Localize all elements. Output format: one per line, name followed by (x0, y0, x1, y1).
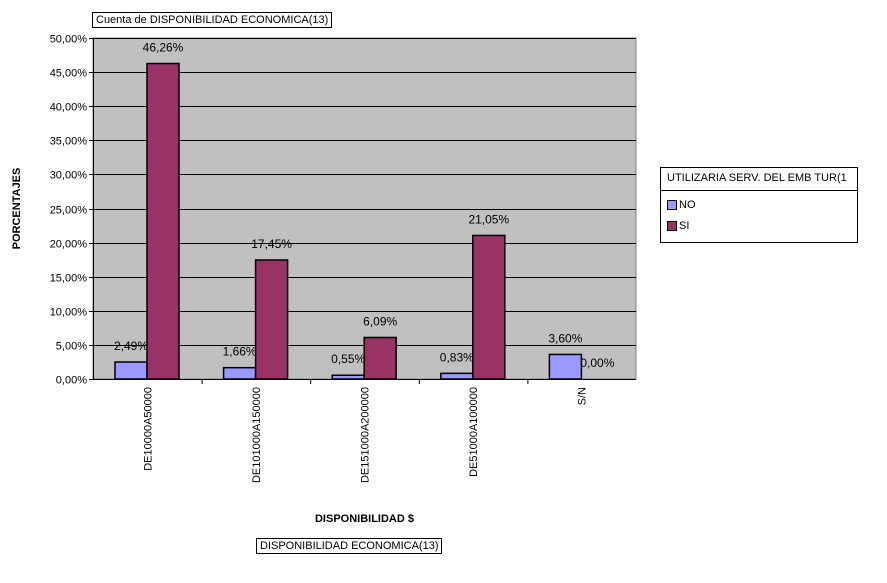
y-tick-label: 5,00% (56, 341, 87, 353)
bar-si (254, 259, 289, 380)
bar-si (363, 336, 397, 380)
x-category-label: S/N (577, 387, 589, 405)
data-label: 0,00% (580, 356, 614, 370)
y-axis-title: PORCENTAJES (11, 168, 23, 250)
legend-title: UTILIZARIA SERV. DEL EMB TUR(1 (667, 172, 847, 184)
data-label: 0,55% (331, 352, 365, 366)
x-category-label: DE101000A150000 (251, 387, 263, 483)
legend-swatch-si (667, 221, 677, 231)
data-label: 46,26% (143, 41, 184, 55)
data-label: 6,09% (363, 314, 397, 328)
chart-field-button[interactable]: Cuenta de DISPONIBILIDAD ECONOMICA(13) (92, 12, 333, 28)
y-tick-label: 15,00% (50, 273, 88, 285)
y-tick-label: 30,00% (50, 170, 88, 182)
chart-legend: UTILIZARIA SERV. DEL EMB TUR(1 NO SI (660, 167, 858, 243)
y-tick-label: 45,00% (50, 68, 88, 80)
y-tick-label: 40,00% (50, 102, 88, 114)
x-axis-title: DISPONIBILIDAD $ (315, 513, 414, 525)
data-label: 17,45% (251, 237, 292, 251)
bar-no (331, 374, 365, 380)
bar-no (548, 353, 583, 380)
y-tick-label: 0,00% (56, 375, 87, 387)
y-tick-label: 50,00% (50, 34, 88, 46)
data-label: 0,83% (440, 350, 474, 364)
x-category-label: DE10000A50000 (142, 387, 154, 471)
legend-item-si: SI (667, 219, 689, 233)
bar-no (440, 372, 474, 380)
y-tick-label: 25,00% (50, 205, 88, 217)
x-category-label: DE51000A100000 (468, 387, 480, 477)
bar-si (472, 234, 506, 380)
footer-field-button[interactable]: DISPONIBILIDAD ECONOMICA(13) (256, 538, 443, 554)
legend-swatch-no (667, 200, 677, 210)
legend-item-no: NO (667, 198, 696, 212)
bar-si (146, 62, 180, 380)
legend-label-si: SI (679, 220, 690, 232)
plot-area (92, 37, 637, 380)
x-category-label: DE151000A200000 (360, 387, 372, 483)
data-label: 3,60% (548, 331, 582, 345)
data-label: 2,49% (114, 339, 148, 353)
legend-label-no: NO (679, 199, 696, 211)
y-tick-label: 20,00% (50, 239, 88, 251)
data-label: 21,05% (468, 212, 509, 226)
legend-divider (661, 190, 857, 191)
bar-no (222, 366, 257, 380)
y-tick-label: 10,00% (50, 307, 88, 319)
y-tick-label: 35,00% (50, 136, 88, 148)
data-label: 1,66% (223, 345, 257, 359)
bar-no (114, 361, 148, 380)
